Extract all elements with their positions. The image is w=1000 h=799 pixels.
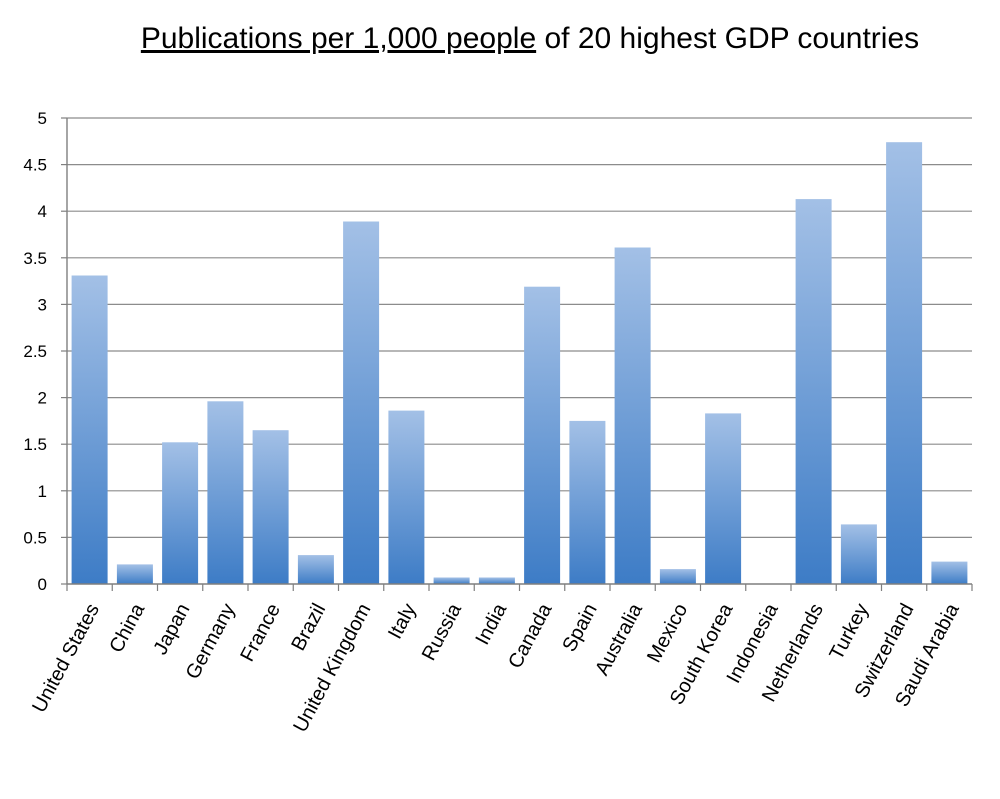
y-tick-label: 1.5 <box>23 435 47 454</box>
bar-spain <box>569 420 606 584</box>
bar-south-korea <box>705 413 742 584</box>
bar-canada <box>524 286 561 584</box>
y-tick-labels: 0 0.5 1 1.5 2 2.5 3 3.5 4 4.5 5 <box>23 109 47 594</box>
bar-mexico <box>659 569 696 584</box>
bar-brazil <box>297 555 334 584</box>
bar-netherlands <box>795 199 832 584</box>
y-tick-label: 1 <box>38 482 47 501</box>
x-tick-label: Brazil <box>287 600 330 654</box>
x-tick-label: Turkey <box>826 600 874 664</box>
bar-united-states <box>71 275 108 584</box>
y-tick-label: 4 <box>38 202 47 221</box>
x-tick-label: France <box>236 600 285 665</box>
chart-title-underlined: Publications per 1,000 people <box>140 22 537 55</box>
x-tick-label: Spain <box>558 600 601 655</box>
y-tick-label: 0.5 <box>23 528 47 547</box>
y-tick-label: 3 <box>38 295 47 314</box>
y-tick-label: 2.5 <box>23 342 47 361</box>
bar-russia <box>433 577 470 584</box>
chart-title-rest: of 20 highest GDP countries <box>536 22 920 55</box>
y-tick-label: 0 <box>38 575 47 594</box>
bar-china <box>116 564 153 584</box>
bar-germany <box>207 401 244 584</box>
x-tick-label: Canada <box>504 599 557 672</box>
y-tick-label: 5 <box>38 109 47 128</box>
x-tick-label: Japan <box>150 600 195 658</box>
bar-australia <box>614 247 651 584</box>
bar-saudi-arabia <box>931 561 968 584</box>
axes <box>66 118 973 591</box>
y-tick-label: 2 <box>38 389 47 408</box>
y-tick-label: 4.5 <box>23 156 47 175</box>
x-tick-label: United States <box>28 600 104 716</box>
x-tick-label: India <box>472 599 512 648</box>
bar-india <box>478 577 515 584</box>
bar-italy <box>388 410 425 584</box>
bar-turkey <box>840 524 877 584</box>
bars <box>71 142 968 584</box>
x-tick-label: China <box>105 599 149 656</box>
y-tick-label: 3.5 <box>23 249 47 268</box>
bar-japan <box>162 442 199 584</box>
bar-france <box>252 430 289 584</box>
bar-switzerland <box>886 142 923 584</box>
chart-title: Publications per 1,000 people of 20 high… <box>0 22 1000 56</box>
x-tick-label: Italy <box>384 600 421 643</box>
bar-united-kingdom <box>343 221 380 584</box>
x-tick-label: Mexico <box>643 600 692 666</box>
x-tick-label: Russia <box>418 599 467 664</box>
